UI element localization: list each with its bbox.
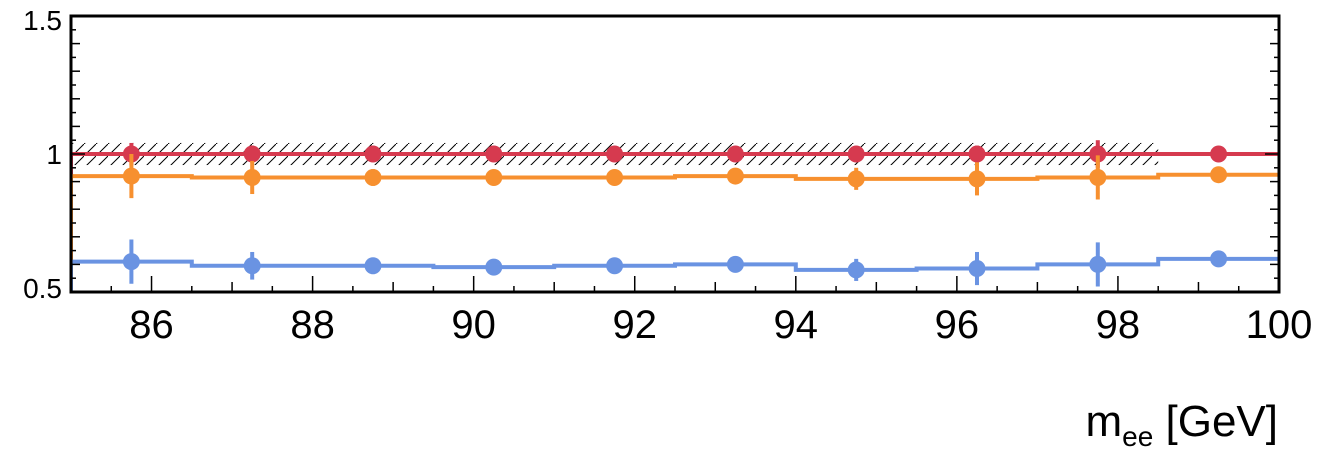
series-1-data-point bbox=[485, 168, 503, 186]
series-1-data-point bbox=[606, 168, 624, 186]
series-2-data-point bbox=[364, 257, 382, 275]
series-1-step-line bbox=[71, 172, 1279, 292]
y-tick-label: 1.5 bbox=[23, 5, 62, 36]
series-0-data-point bbox=[1089, 145, 1107, 163]
series-0-data-point bbox=[847, 145, 865, 163]
series-1 bbox=[71, 154, 1279, 292]
x-axis-title: mee [GeV] bbox=[1085, 397, 1278, 450]
series-2-data-point bbox=[122, 253, 140, 271]
series-1-data-point bbox=[243, 168, 261, 186]
series-0-data-point bbox=[606, 145, 624, 163]
series-2-data-point bbox=[243, 257, 261, 275]
series-1-data-point bbox=[726, 167, 744, 185]
series-2-data-point bbox=[847, 261, 865, 279]
series-1-data-point bbox=[847, 170, 865, 188]
series-0-data-point bbox=[726, 145, 744, 163]
series-2-data-point bbox=[1210, 250, 1228, 268]
series-1-data-point bbox=[122, 167, 140, 185]
series-2 bbox=[71, 239, 1279, 292]
y-tick-label: 1 bbox=[46, 139, 62, 170]
series-0-data-point bbox=[485, 145, 503, 163]
y-tick-label: 0.5 bbox=[23, 273, 62, 304]
series-0-data-point bbox=[968, 145, 986, 163]
series-2-data-point bbox=[485, 258, 503, 276]
series-layer bbox=[71, 140, 1279, 292]
x-axis-title-subscript: ee bbox=[1122, 421, 1153, 450]
x-axis-title-unit: [GeV] bbox=[1153, 397, 1278, 446]
series-2-data-point bbox=[968, 260, 986, 278]
series-1-data-point bbox=[1089, 168, 1107, 186]
x-tick-label: 94 bbox=[774, 303, 819, 347]
series-2-data-point bbox=[1089, 255, 1107, 273]
x-tick-label: 88 bbox=[290, 303, 335, 347]
series-0-data-point bbox=[243, 145, 261, 163]
series-2-data-point bbox=[606, 257, 624, 275]
tick-layer: 86 88 90 92 94 96 98 100 0.5 1 1.5 bbox=[23, 5, 1312, 347]
series-2-step-line bbox=[71, 256, 1279, 292]
x-tick-label: 92 bbox=[612, 303, 657, 347]
series-0-data-point bbox=[1210, 145, 1228, 163]
x-tick-label: 98 bbox=[1096, 303, 1141, 347]
series-2-data-point bbox=[726, 255, 744, 273]
x-tick-label: 90 bbox=[451, 303, 496, 347]
series-1-data-point bbox=[968, 170, 986, 188]
series-1-data-point bbox=[364, 168, 382, 186]
x-axis-title-main: m bbox=[1085, 397, 1122, 446]
series-0-data-point bbox=[364, 145, 382, 163]
x-tick-label: 86 bbox=[129, 303, 174, 347]
series-1-data-point bbox=[1210, 166, 1228, 184]
x-tick-label: 96 bbox=[935, 303, 980, 347]
x-tick-label: 100 bbox=[1246, 303, 1313, 347]
series-0 bbox=[71, 140, 1279, 292]
